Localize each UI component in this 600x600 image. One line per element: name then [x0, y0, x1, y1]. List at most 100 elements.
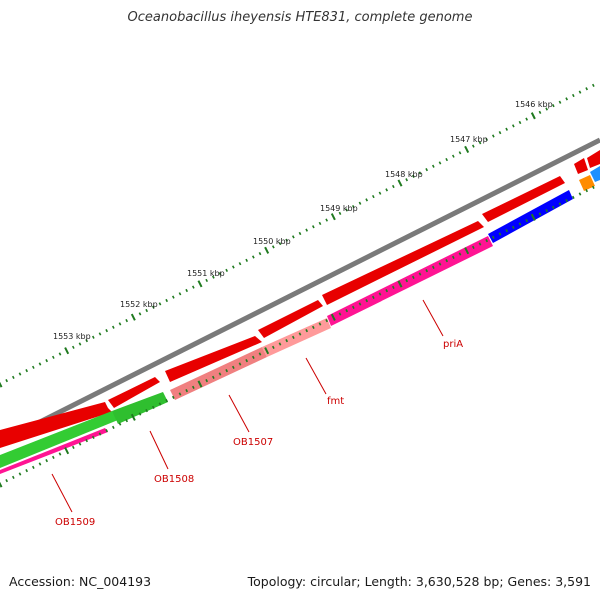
minor-tick: [325, 218, 329, 222]
minor-tick: [585, 87, 589, 91]
minor-tick: [571, 93, 575, 98]
minor-tick: [38, 462, 42, 466]
minor-tick: [351, 205, 355, 209]
minor-tick: [405, 279, 409, 283]
gene-label-fmt: fmt: [327, 396, 344, 407]
minor-tick: [411, 174, 415, 178]
gene-label-ob1507: OB1507: [233, 437, 273, 448]
gene-arrow-forward: [108, 377, 160, 408]
minor-tick: [425, 168, 429, 172]
major-tick: [464, 247, 470, 255]
minor-tick: [445, 157, 449, 162]
minor-tick: [545, 107, 549, 111]
minor-tick: [18, 372, 22, 376]
minor-tick: [111, 325, 115, 329]
minor-tick: [205, 278, 209, 283]
minor-tick: [71, 445, 75, 449]
map-title: Oceanobacillus iheyensis HTE831, complet…: [127, 10, 473, 25]
minor-tick: [518, 222, 522, 226]
minor-tick: [45, 359, 49, 363]
major-tick: [264, 246, 270, 254]
minor-tick: [145, 409, 149, 413]
minor-tick: [285, 238, 289, 242]
major-tick: [64, 347, 70, 355]
minor-tick: [418, 272, 422, 276]
major-tick: [0, 381, 3, 388]
minor-tick: [245, 359, 249, 363]
minor-tick: [591, 185, 595, 189]
minor-tick: [211, 375, 215, 379]
minor-tick: [38, 362, 42, 366]
minor-tick: [291, 235, 295, 239]
minor-tick: [91, 435, 95, 439]
minor-tick: [125, 419, 129, 423]
minor-tick: [551, 104, 555, 108]
minor-tick: [558, 202, 562, 206]
leader-line-pria: [422, 299, 444, 337]
minor-tick: [98, 432, 102, 436]
minor-tick: [298, 231, 302, 236]
minor-tick: [431, 164, 435, 168]
minor-tick: [78, 342, 82, 346]
minor-tick: [91, 335, 95, 339]
minor-tick: [5, 479, 9, 483]
minor-tick: [478, 141, 482, 145]
gene-label-ob1508: OB1508: [154, 474, 194, 485]
minor-tick: [431, 265, 435, 269]
minor-tick: [205, 379, 209, 383]
minor-tick: [438, 262, 442, 266]
minor-tick: [378, 292, 382, 296]
genome-summary-text: Topology: circular; Length: 3,630,528 bp…: [247, 574, 591, 589]
minor-tick: [31, 465, 35, 469]
cds-bar-green: [112, 392, 168, 424]
minor-tick: [391, 184, 395, 189]
leader-line-ob1507: [228, 394, 250, 433]
cds-bar-cyan: [590, 166, 600, 182]
minor-tick: [171, 295, 175, 299]
minor-tick: [271, 245, 275, 249]
minor-tick: [138, 412, 142, 416]
minor-tick: [565, 199, 569, 203]
minor-tick: [345, 208, 349, 212]
minor-tick: [311, 225, 315, 229]
minor-tick: [471, 144, 475, 148]
minor-tick: [371, 295, 375, 299]
cds-bar-blue: [488, 190, 573, 243]
scale-label-1548: 1548 kbp: [385, 170, 423, 179]
minor-tick: [325, 319, 329, 323]
gene-arrow-forward: [322, 221, 484, 305]
minor-tick: [258, 252, 262, 256]
gene-arrow-forward: [587, 150, 600, 168]
minor-tick: [538, 212, 542, 216]
minor-tick: [358, 302, 362, 306]
minor-tick: [211, 275, 215, 279]
minor-tick: [371, 194, 375, 199]
minor-tick: [438, 161, 442, 165]
minor-tick: [411, 275, 415, 279]
leader-line-ob1509: [51, 473, 73, 513]
major-tick: [64, 447, 70, 455]
minor-tick: [278, 241, 282, 246]
minor-tick: [231, 365, 235, 369]
minor-tick: [231, 265, 235, 269]
minor-tick: [31, 365, 35, 369]
minor-tick: [158, 302, 162, 306]
minor-tick: [151, 305, 155, 309]
leader-line-ob1508: [149, 430, 169, 470]
minor-tick: [378, 191, 382, 195]
minor-tick: [505, 127, 509, 131]
minor-tick: [565, 97, 569, 101]
minor-tick: [445, 259, 449, 263]
minor-tick: [251, 255, 255, 259]
minor-tick: [318, 322, 322, 326]
gene-arrow-forward: [258, 300, 323, 338]
minor-tick: [305, 329, 309, 333]
scale-label-1552: 1552 kbp: [120, 300, 158, 309]
minor-tick: [385, 289, 389, 293]
minor-tick: [191, 385, 195, 389]
minor-tick: [365, 299, 369, 303]
minor-tick: [365, 198, 369, 202]
major-tick: [130, 313, 136, 321]
minor-tick: [51, 455, 55, 459]
leader-line-fmt: [305, 357, 327, 395]
